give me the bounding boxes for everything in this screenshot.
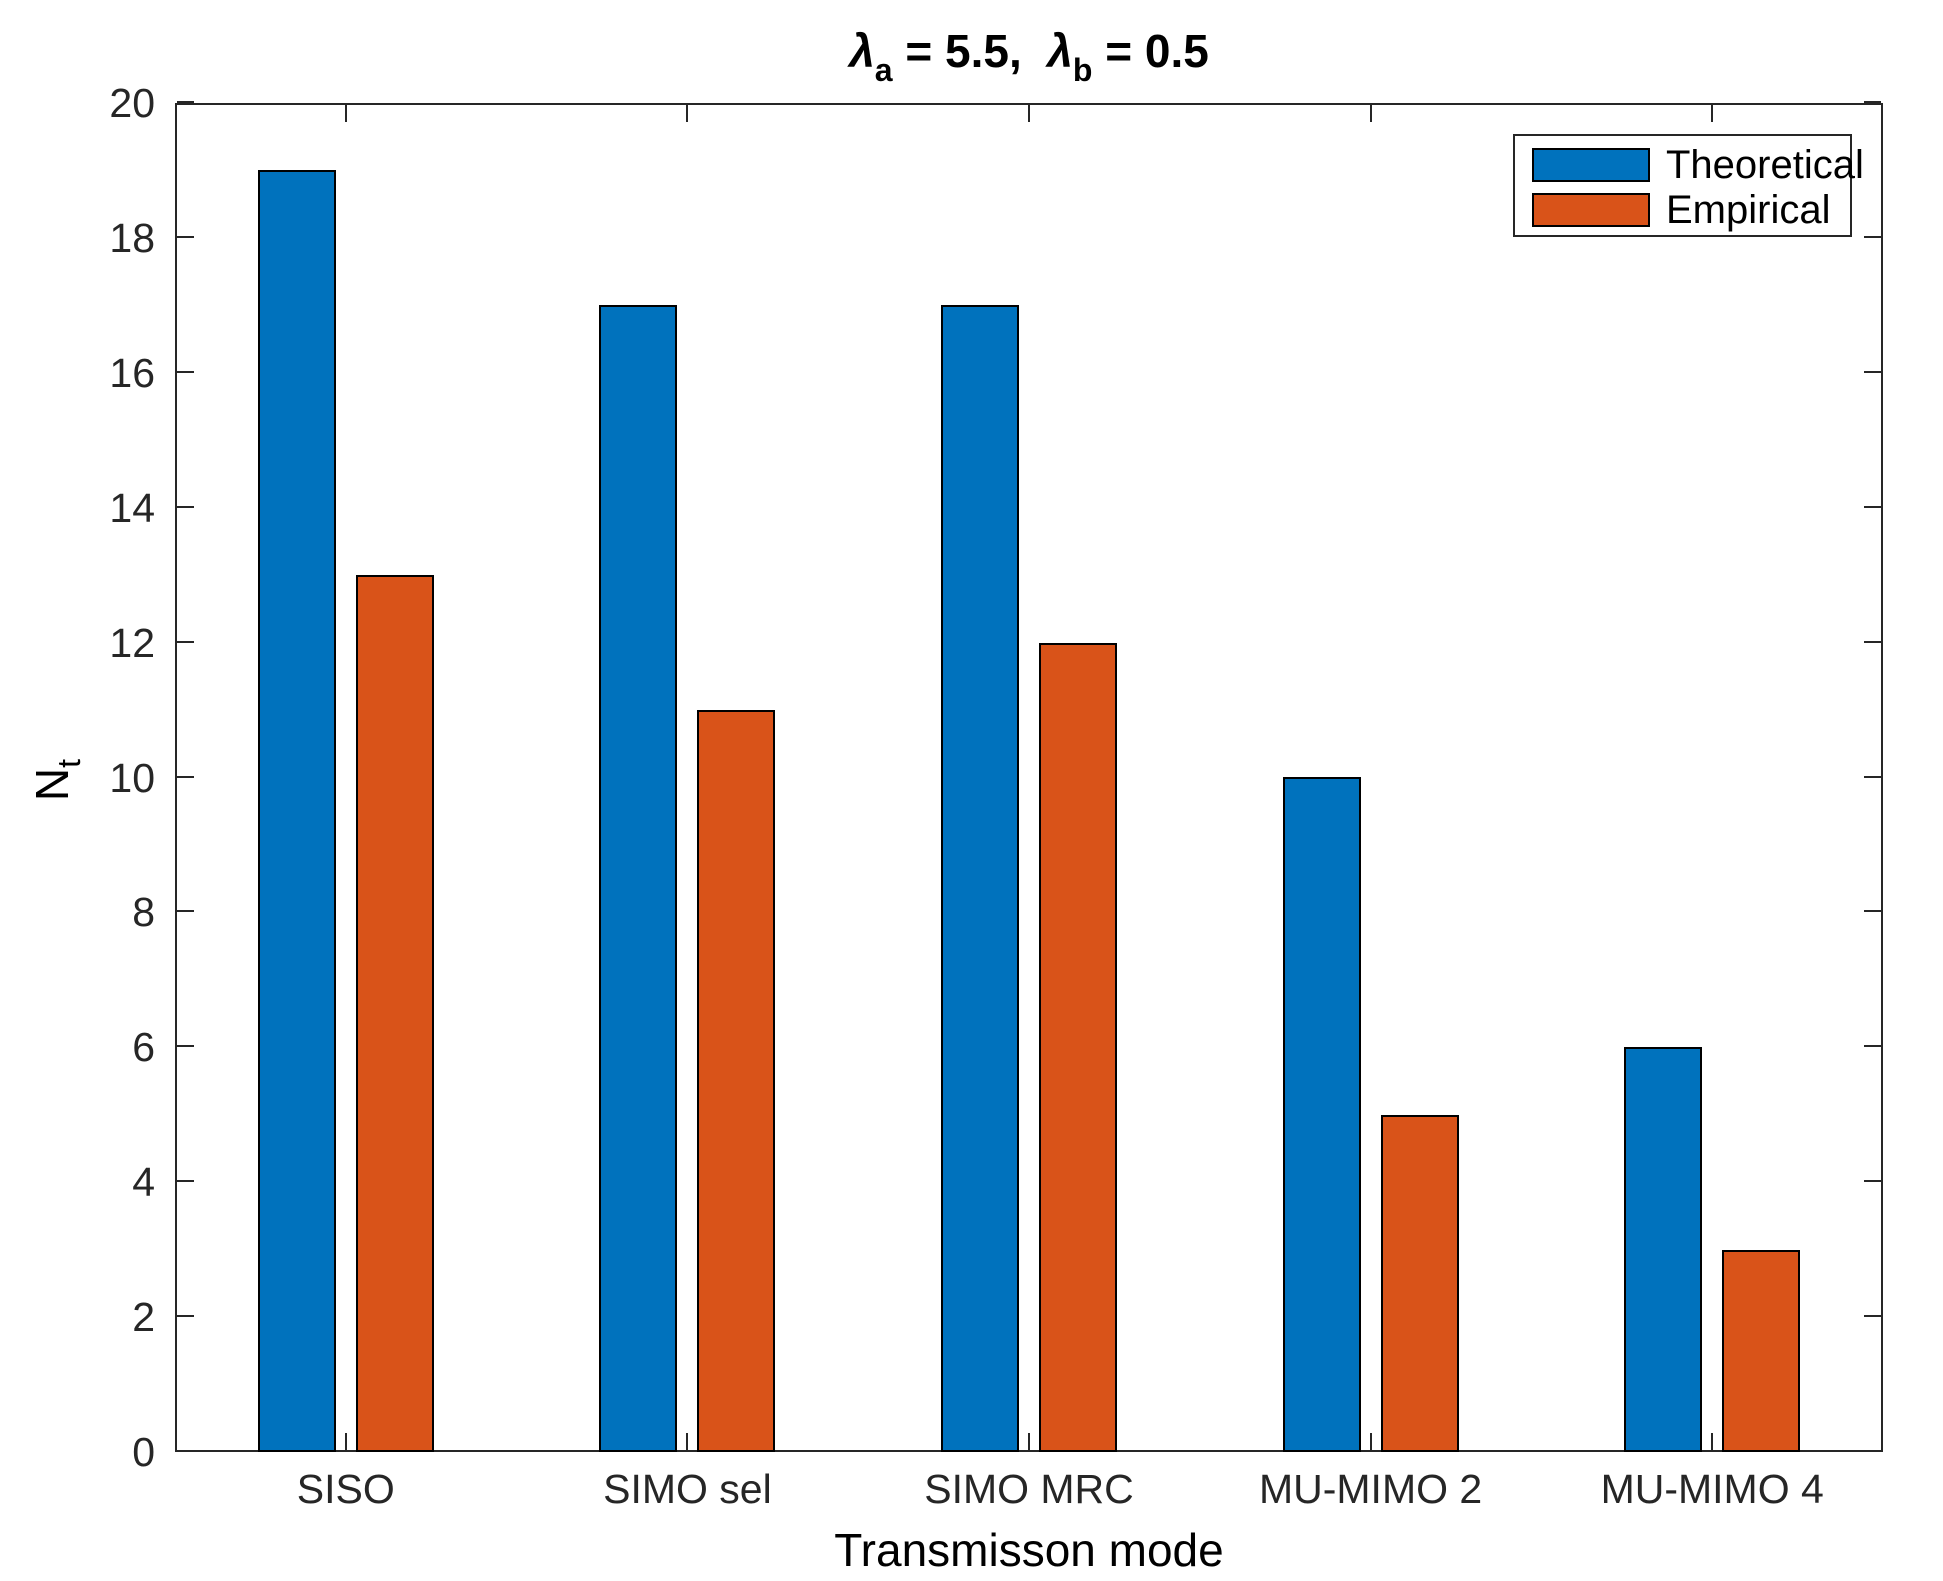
x-tick-label: MU-MIMO 2 — [1258, 1466, 1483, 1512]
x-tick-label: SISO — [296, 1466, 395, 1512]
lambda-a-subscript: a — [874, 52, 893, 88]
x-tick-top — [1711, 105, 1714, 122]
bar-empirical-mu-mimo-4 — [1722, 1250, 1801, 1452]
y-tick-label: 4 — [132, 1159, 155, 1206]
y-tick-left — [177, 775, 194, 778]
bar-empirical-simo-sel — [697, 710, 776, 1452]
legend-swatch-empirical — [1532, 193, 1650, 227]
y-tick-label: 18 — [109, 214, 155, 261]
x-tick-label: SIMO MRC — [924, 1466, 1134, 1512]
x-tick-top — [1028, 105, 1030, 122]
x-tick-label: SIMO sel — [603, 1466, 772, 1512]
x-tick-bottom — [344, 1433, 347, 1450]
x-tick-label: MU-MIMO 4 — [1600, 1466, 1824, 1512]
plot-area — [175, 103, 1883, 1452]
bar-empirical-mu-mimo-2 — [1380, 1115, 1459, 1452]
y-tick-label: 14 — [109, 484, 155, 531]
y-tick-label: 6 — [132, 1024, 155, 1071]
y-tick-right — [1864, 101, 1881, 103]
y-tick-label: 2 — [132, 1294, 155, 1341]
y-tick-left — [177, 235, 194, 238]
y-tick-label: 0 — [132, 1429, 155, 1475]
x-tick-top — [344, 105, 347, 122]
bar-theoretical-simo-sel — [599, 305, 678, 1452]
lambda-b-subscript: b — [1072, 52, 1093, 88]
x-tick-bottom — [686, 1433, 689, 1450]
y-tick-left — [177, 1180, 194, 1183]
x-axis-label: Transmisson mode — [834, 1524, 1224, 1576]
y-tick-left — [177, 370, 194, 373]
x-tick-bottom — [1028, 1433, 1030, 1450]
lambda-a-symbol: λ — [849, 25, 875, 77]
y-tick-left — [177, 101, 194, 103]
bar-theoretical-mu-mimo-2 — [1282, 777, 1361, 1452]
y-tick-label: 10 — [109, 754, 155, 801]
legend-swatch-theoretical — [1532, 148, 1650, 182]
bar-empirical-simo-mrc — [1039, 643, 1117, 1452]
y-tick-label: 20 — [109, 80, 155, 126]
y-tick-label: 8 — [132, 889, 155, 936]
legend-label-theoretical: Theoretical — [1666, 143, 1864, 187]
lambda-b-symbol: λ — [1047, 25, 1073, 77]
legend-label-empirical: Empirical — [1666, 188, 1831, 232]
y-tick-label: 12 — [109, 619, 155, 666]
bar-theoretical-siso — [257, 170, 336, 1452]
y-tick-right — [1864, 1315, 1881, 1318]
y-tick-left — [177, 910, 194, 913]
y-tick-left — [177, 1450, 194, 1452]
y-tick-left — [177, 505, 194, 508]
x-tick-bottom — [1711, 1433, 1714, 1450]
y-tick-right — [1864, 505, 1881, 508]
x-tick-top — [686, 105, 689, 122]
title-value-a: = 5.5, — [892, 25, 1048, 77]
title-value-b: = 0.5 — [1092, 25, 1209, 77]
y-tick-left — [177, 1315, 194, 1318]
y-tick-right — [1864, 1045, 1881, 1048]
bar-empirical-siso — [355, 575, 434, 1452]
y-tick-right — [1864, 370, 1881, 373]
bar-theoretical-mu-mimo-4 — [1624, 1047, 1703, 1452]
y-tick-left — [177, 640, 194, 643]
legend: Theoretical Empirical — [1513, 134, 1864, 237]
y-tick-left — [177, 1045, 194, 1048]
y-tick-right — [1864, 775, 1881, 778]
x-tick-bottom — [1369, 1433, 1372, 1450]
y-tick-right — [1864, 235, 1881, 238]
x-tick-top — [1369, 105, 1372, 122]
y-tick-right — [1864, 640, 1881, 643]
bar-theoretical-simo-mrc — [941, 305, 1019, 1452]
y-tick-right — [1864, 1450, 1881, 1452]
y-tick-right — [1864, 1180, 1881, 1183]
y-tick-label: 16 — [109, 349, 155, 396]
chart-title: λa = 5.5, λb = 0.5 — [175, 24, 1883, 89]
y-tick-right — [1864, 910, 1881, 913]
